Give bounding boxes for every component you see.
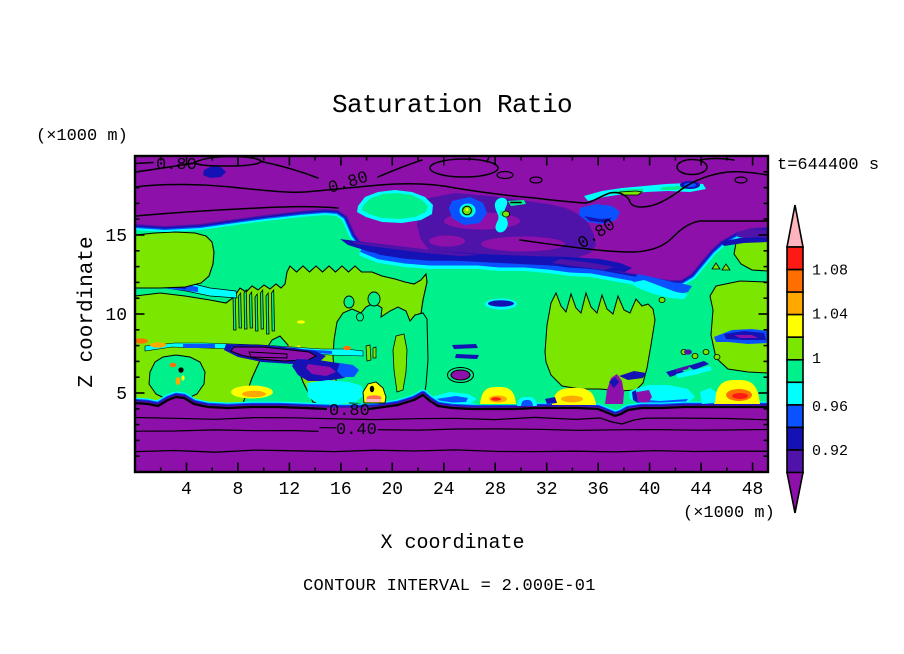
svg-text:5: 5 — [116, 385, 127, 405]
svg-text:36: 36 — [587, 480, 609, 500]
svg-text:48: 48 — [742, 480, 764, 500]
svg-text:0.92: 0.92 — [812, 443, 848, 460]
svg-text:(×1000 m): (×1000 m) — [36, 127, 128, 146]
svg-text:0.80: 0.80 — [156, 156, 197, 175]
svg-text:10: 10 — [105, 306, 127, 326]
svg-text:1: 1 — [812, 351, 821, 368]
svg-text:24: 24 — [433, 480, 455, 500]
svg-text:0.96: 0.96 — [812, 399, 848, 416]
svg-text:28: 28 — [484, 480, 506, 500]
svg-text:Saturation Ratio: Saturation Ratio — [332, 90, 572, 120]
svg-text:Z coordinate: Z coordinate — [76, 236, 99, 387]
svg-text:15: 15 — [105, 227, 127, 247]
svg-text:44: 44 — [690, 480, 712, 500]
svg-text:CONTOUR INTERVAL = 2.000E-01: CONTOUR INTERVAL = 2.000E-01 — [303, 577, 596, 596]
svg-text:0.80: 0.80 — [329, 402, 370, 421]
svg-text:32: 32 — [536, 480, 558, 500]
svg-text:20: 20 — [382, 480, 404, 500]
svg-text:X coordinate: X coordinate — [380, 532, 524, 555]
svg-text:t=644400 s: t=644400 s — [777, 156, 879, 175]
svg-text:1.04: 1.04 — [812, 306, 848, 323]
svg-text:(×1000 m): (×1000 m) — [683, 504, 775, 523]
svg-text:4: 4 — [181, 480, 192, 500]
svg-text:40: 40 — [639, 480, 661, 500]
svg-text:8: 8 — [233, 480, 244, 500]
svg-text:12: 12 — [279, 480, 301, 500]
svg-text:1.08: 1.08 — [812, 262, 848, 279]
svg-text:16: 16 — [330, 480, 352, 500]
svg-text:0.40: 0.40 — [336, 421, 377, 440]
